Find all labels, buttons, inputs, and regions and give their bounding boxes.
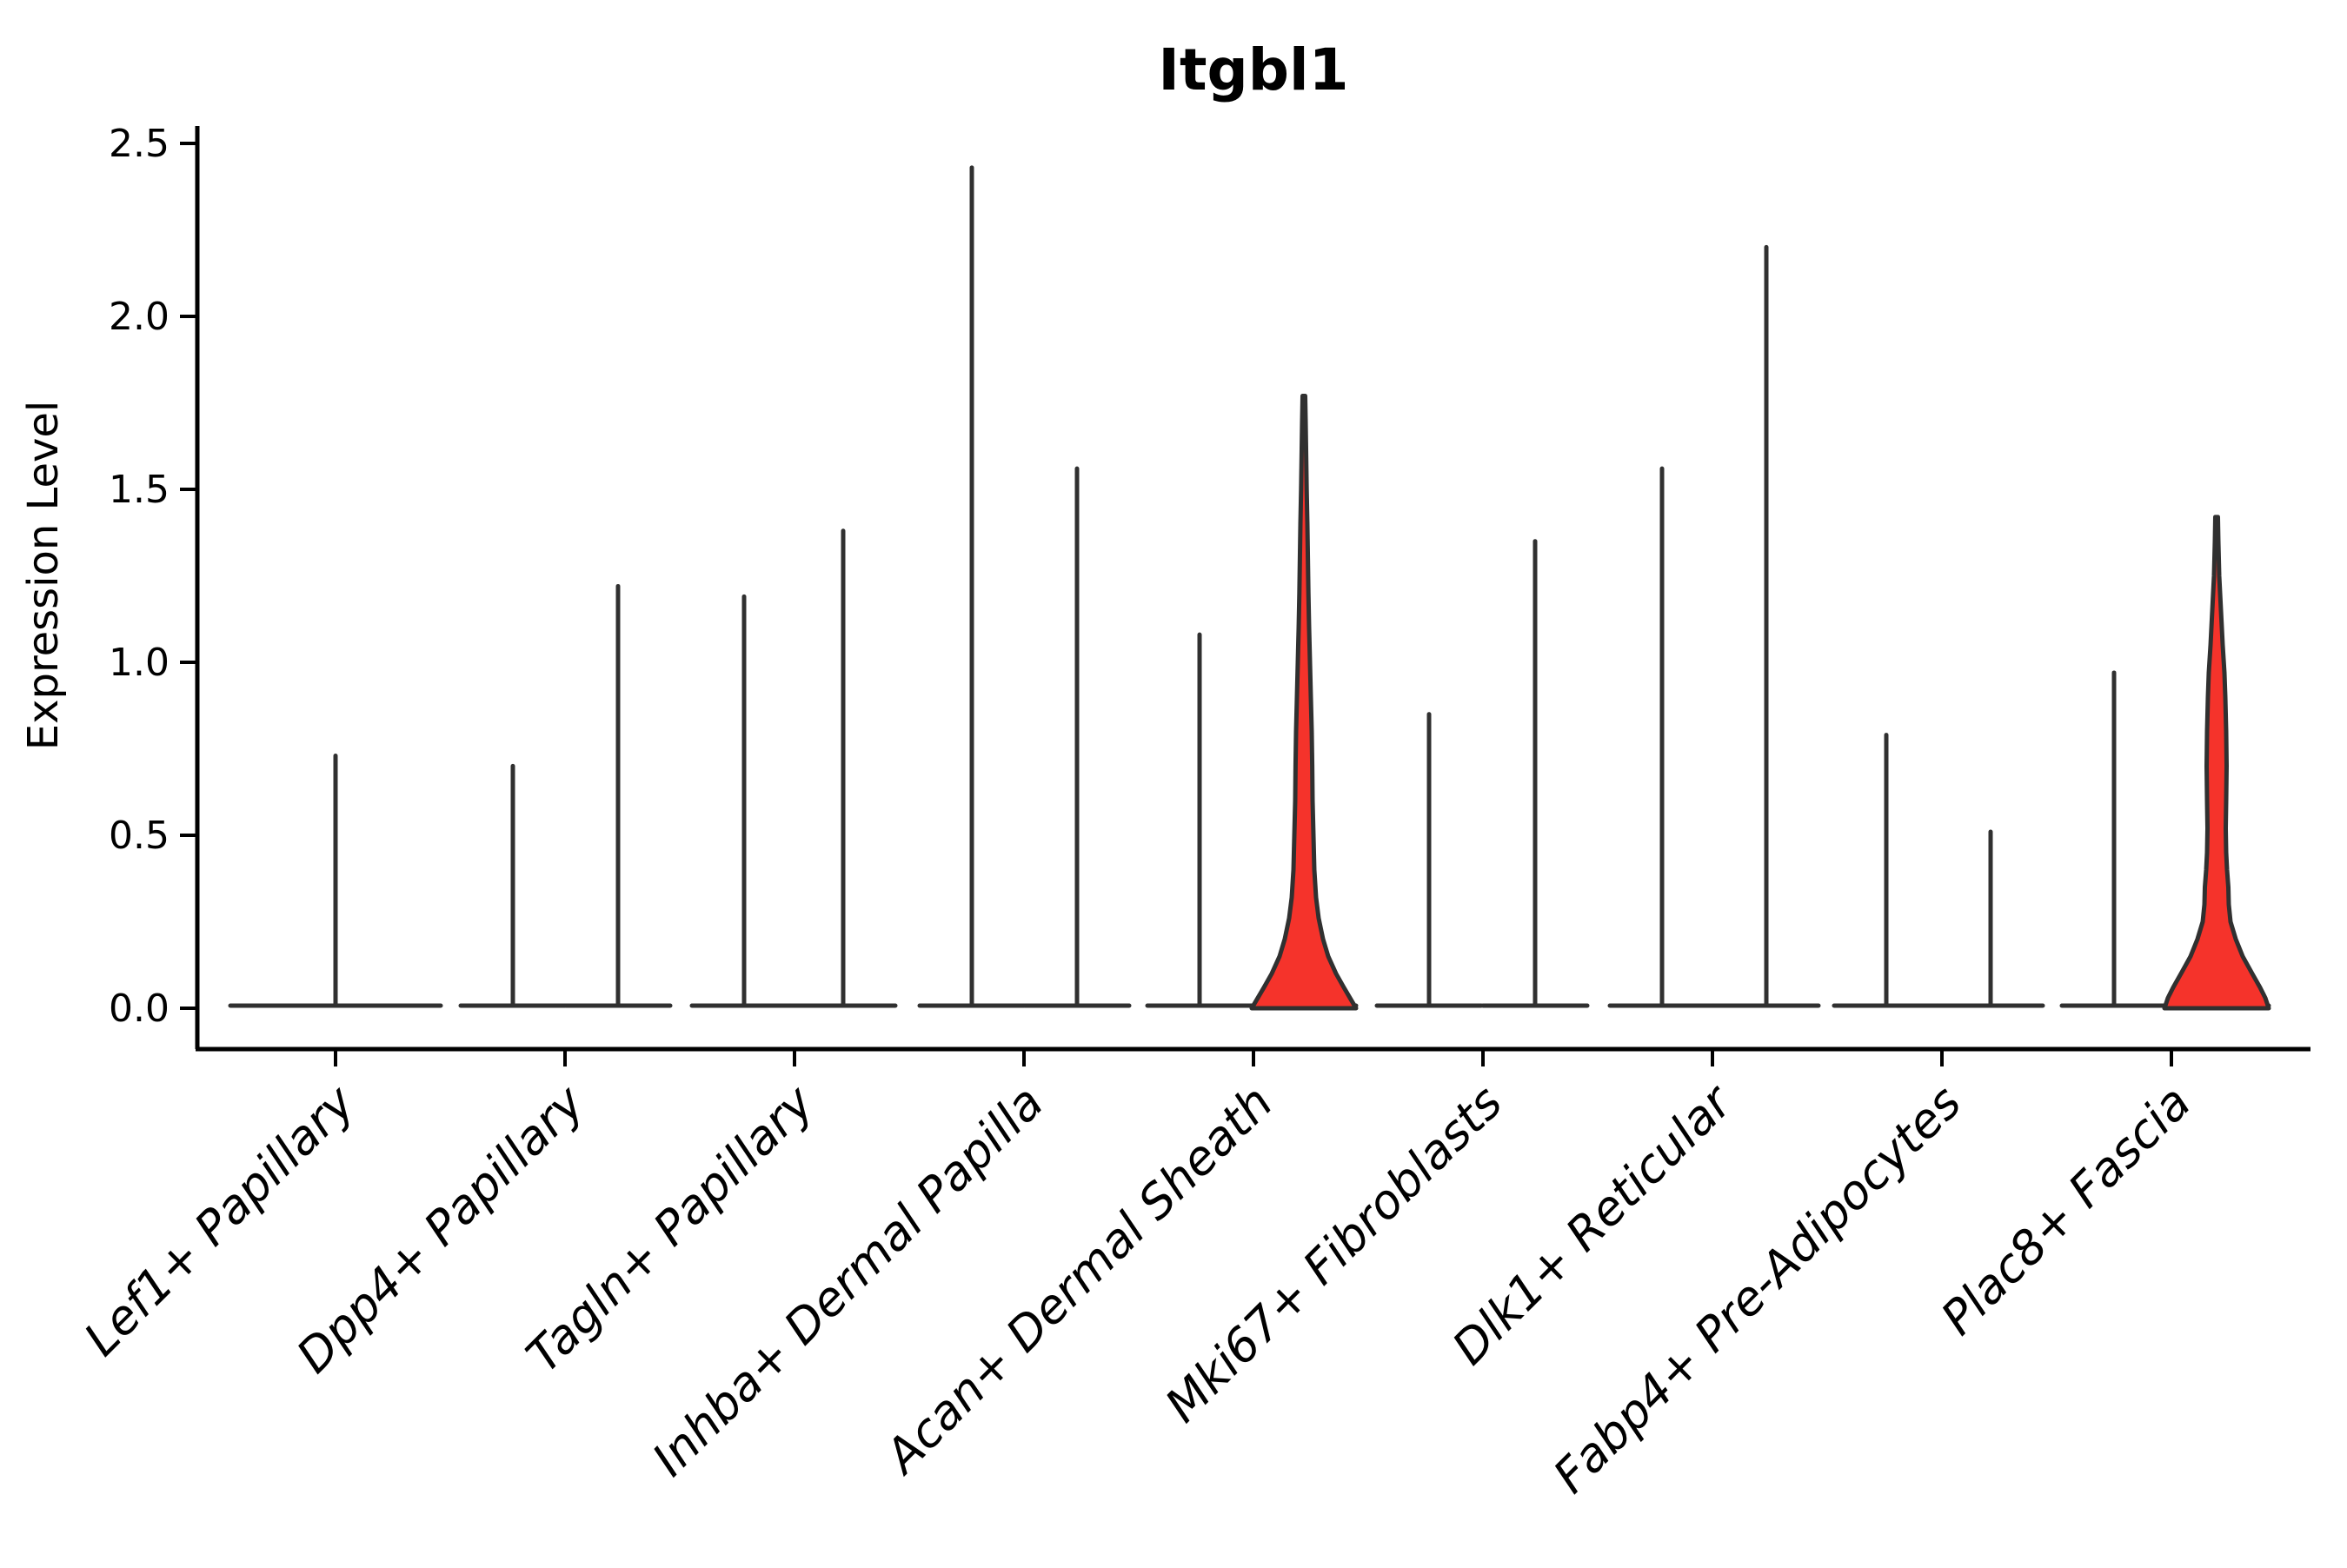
violin-mki67-fibroblasts-right xyxy=(1480,539,1590,1008)
x-category-label: Inhba+ Dermal Papilla xyxy=(642,1075,1054,1487)
violin-layer xyxy=(228,165,2271,1011)
violin-tagln-papillary-right xyxy=(788,528,898,1008)
violin-dlk1-reticular-left xyxy=(1607,466,1717,1008)
violin-acan-dermal-sheath-left xyxy=(1145,632,1254,1008)
y-tick-label: 1.5 xyxy=(109,468,170,512)
x-category-label: Fabp4+ Pre-Adipocytes xyxy=(1543,1075,1971,1504)
violin-inhba-dermal-papilla-left xyxy=(917,165,1027,1008)
y-tick-label: 0.5 xyxy=(109,814,170,858)
chart-title: Itgbl1 xyxy=(1158,37,1348,103)
y-tick-label: 0.0 xyxy=(109,987,170,1031)
violin-body xyxy=(2162,515,2271,1011)
violin-acan-dermal-sheath-red xyxy=(1249,394,1359,1011)
y-tick-label: 1.0 xyxy=(109,641,170,685)
axes-layer xyxy=(180,126,2310,1066)
violin-dlk1-reticular-right xyxy=(1712,244,1821,1008)
violin-fabp4-pre-adipocytes-right xyxy=(1936,829,2045,1008)
violin-dpp4-papillary-right xyxy=(563,583,673,1008)
x-category-label: Plac8+ Fascia xyxy=(1931,1075,2201,1345)
violin-mki67-fibroblasts-left xyxy=(1374,712,1484,1008)
violin-dpp4-papillary-left xyxy=(458,763,568,1008)
violin-plac8-fascia-red xyxy=(2162,515,2271,1011)
y-axis-label: Expression Level xyxy=(19,401,68,751)
y-tick-label: 2.0 xyxy=(109,295,170,339)
violin-tagln-papillary-left xyxy=(689,594,799,1008)
x-category-label: Acan+ Dermal Sheath xyxy=(873,1075,1283,1485)
violin-lef1-papillary xyxy=(228,753,443,1008)
violin-inhba-dermal-papilla-right xyxy=(1022,466,1132,1008)
violin-plac8-fascia-left xyxy=(2059,670,2169,1008)
violin-body xyxy=(1249,394,1359,1011)
y-tick-label: 2.5 xyxy=(109,122,170,166)
violin-fabp4-pre-adipocytes-left xyxy=(1832,733,1941,1008)
